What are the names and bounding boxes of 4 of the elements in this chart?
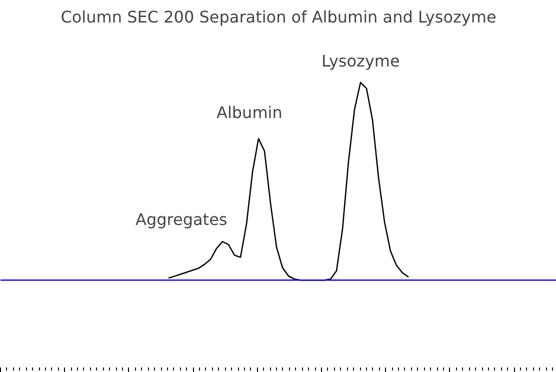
annotation: Albumin	[216, 103, 282, 122]
chart-title: Column SEC 200 Separation of Albumin and Lysozyme	[60, 8, 496, 26]
annotation: Aggregates	[136, 210, 228, 229]
text: Lysozyme	[322, 52, 400, 71]
